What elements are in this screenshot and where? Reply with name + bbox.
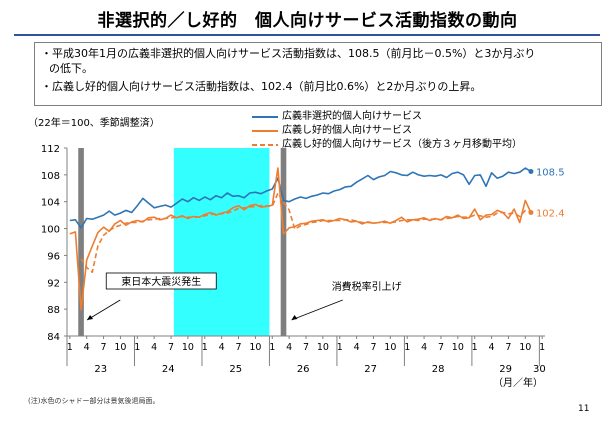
x-tick-label: 7 [235,342,241,353]
x-tick-label: 7 [101,342,107,353]
legend-swatch [252,144,278,146]
footnote: (注)水色のシャドー部分は景気後退局面。 [28,397,160,405]
bullet-text: ・平成30年1月の広義非選択的個人向けサービス活動指数は、108.5（前月比－0… [41,47,536,60]
legend-swatch [252,130,278,132]
x-tick-label: 4 [354,342,360,353]
page-title: 非選択的／し好的 個人向けサービス活動指数の動向 [97,11,518,31]
annotation-arrow [291,299,343,321]
series-line [69,167,532,229]
y-tick-label: 100 [41,225,60,236]
bullet-item: ・広義し好的個人向けサービス活動指数は、102.4（前月比0.6%）と2か月ぶり… [41,79,595,94]
series-end-label: 108.5 [536,168,565,179]
legend-entry: 広義非選択的個人向けサービス [252,110,522,124]
x-tick-label: 1 [269,342,275,353]
x-tick-label: 4 [421,342,427,353]
x-year-label: 25 [229,364,242,375]
x-tick-label: 1 [404,342,410,353]
x-tick-label: 10 [519,342,531,353]
x-tick-label: 7 [303,342,309,353]
y-tick-label: 84 [47,332,60,343]
x-tick-label: 10 [452,342,464,353]
x-tick-label: 10 [384,342,396,353]
x-tick-label: 1 [472,342,478,353]
y-tick-label: 92 [47,278,60,289]
bullet-item: ・平成30年1月の広義非選択的個人向けサービス活動指数は、108.5（前月比－0… [41,46,595,76]
x-tick-label: 10 [317,342,329,353]
recession-shade [173,148,270,336]
x-year-label: 24 [162,364,175,375]
x-tick-label: 4 [219,342,225,353]
annotation-text: 消費税率引上げ [332,280,402,293]
x-tick-label: 4 [84,342,90,353]
legend-entry: 広義し好的個人向けサービス [252,124,522,138]
series-end-label: 102.4 [536,208,565,219]
x-year-label: 26 [297,364,310,375]
x-unit-label: （月／年） [493,376,543,389]
x-tick-label: 7 [370,342,376,353]
x-tick-label: 4 [489,342,495,353]
chart-legend: 広義非選択的個人向けサービス 広義し好的個人向けサービス 広義し好的個人向けサー… [252,110,522,152]
legend-label: 広義し好的個人向けサービス（後方３ヶ月移動平均） [282,139,522,150]
legend-label: 広義し好的個人向けサービス [282,125,412,136]
x-tick-label: 4 [151,342,157,353]
x-tick-label: 1 [202,342,208,353]
annotation-text: 東日本大震災発生 [121,275,201,288]
x-tick-label: 7 [505,342,511,353]
series-end-point [528,169,534,174]
x-year-label: 29 [499,364,512,375]
x-year-label: 30 [533,364,546,375]
y-tick-label: 88 [47,305,60,316]
y-tick-label: 96 [47,251,60,262]
y-tick-label: 112 [41,144,60,155]
legend-swatch [252,116,278,118]
event-bar [280,148,287,336]
x-tick-label: 10 [249,342,261,353]
bullet-text-cont: の低下。 [49,62,93,75]
series-line [80,192,532,273]
series-line [69,167,532,311]
x-tick-label: 4 [286,342,292,353]
x-tick-label: 10 [114,342,126,353]
event-bar [78,148,84,336]
x-tick-label: 10 [182,342,194,353]
x-tick-label: 7 [168,342,174,353]
annotation-arrowhead [291,315,298,320]
summary-box: ・平成30年1月の広義非選択的個人向けサービス活動指数は、108.5（前月比－0… [34,42,602,106]
x-year-label: 23 [94,364,107,375]
legend-entry: 広義し好的個人向けサービス（後方３ヶ月移動平均） [252,138,522,152]
bullet-text: ・広義し好的個人向けサービス活動指数は、102.4（前月比0.6%）と2か月ぶり… [41,80,482,93]
legend-label: 広義非選択的個人向けサービス [282,111,422,122]
annotation-arrowhead [87,315,94,320]
x-tick-label: 7 [438,342,444,353]
x-tick-label: 1 [337,342,343,353]
title-rule [14,34,600,36]
x-tick-label: 1 [539,342,545,353]
x-tick-label: 1 [67,342,73,353]
x-year-label: 28 [432,364,445,375]
annotation-box [105,272,217,290]
y-tick-label: 108 [41,171,60,182]
page-number: 11 [578,404,590,414]
x-year-label: 27 [364,364,377,375]
y-tick-label: 104 [41,198,60,209]
base-note: （22年＝100、季節調整済） [28,118,160,129]
x-tick-label: 1 [134,342,140,353]
annotation-arrow [86,299,121,321]
